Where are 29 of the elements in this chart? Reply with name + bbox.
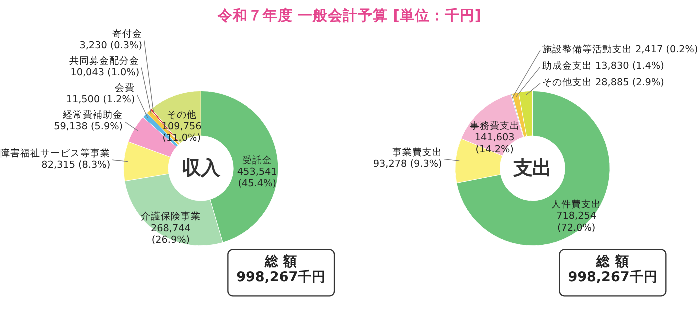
- text: 総 額 998,267千円: [568, 253, 658, 286]
- donut-slice: [456, 90, 610, 246]
- slice-label: 会費: [115, 82, 136, 94]
- data-label: 3,230 (0.3%): [80, 40, 142, 52]
- data-label: 268,744 (26.9%): [150, 223, 191, 246]
- slice-label: 障害福祉サービス等事業: [0, 147, 111, 160]
- data-label: 10,043 (1.0%): [70, 68, 140, 79]
- slice-label: 共同募金配分金: [70, 54, 140, 67]
- slice-label: 助成金支出 13,830 (1.4%): [542, 60, 664, 72]
- text: 支出: [512, 156, 552, 180]
- text: 令和７年度 一般会計予算 [単位：千円]: [217, 6, 482, 25]
- slice-label: 人件費支出: [552, 198, 602, 211]
- text: 総 額 998,267千円: [236, 253, 326, 286]
- data-label: 59,138 (5.9%): [54, 122, 124, 133]
- slice-label: その他: [166, 108, 197, 121]
- data-label: 453,541 (45.4%): [237, 166, 278, 190]
- text: 収入: [182, 156, 222, 180]
- slice-label: その他支出 28,885 (2.9%): [542, 76, 664, 88]
- data-label: 82,315 (8.3%): [42, 160, 111, 171]
- slice-label: 受託金: [242, 154, 272, 166]
- data-label: 141,603 (14.2%): [474, 132, 515, 156]
- slice-label: 事務費支出: [470, 120, 520, 132]
- slice-label: 経常費補助金: [62, 109, 124, 122]
- data-label: 93,278 (9.3%): [373, 159, 442, 170]
- slice-label: 事業費支出: [392, 146, 442, 158]
- data-label: 11,500 (1.2%): [66, 94, 136, 106]
- slice-label: 寄付金: [112, 28, 142, 40]
- slice-label: 施設整備等活動支出 2,417 (0.2%): [542, 44, 698, 56]
- slice-label: 介護保険事業: [140, 210, 201, 223]
